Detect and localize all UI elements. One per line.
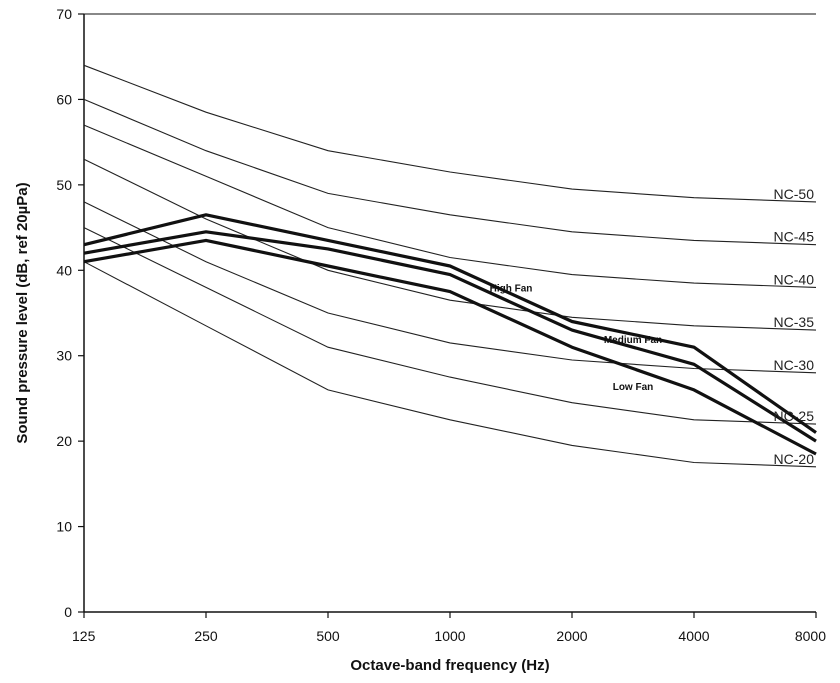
fan-label-medium-fan: Medium Fan xyxy=(604,335,662,346)
fan-label-high-fan: High Fan xyxy=(490,284,533,295)
nc-curve-label: NC-20 xyxy=(774,451,815,467)
x-tick-label: 1000 xyxy=(434,628,465,644)
y-tick-label: 50 xyxy=(56,177,72,193)
y-tick-label: 10 xyxy=(56,519,72,535)
x-tick-label: 125 xyxy=(72,628,96,644)
fan-series xyxy=(83,213,817,456)
x-axis-title: Octave-band frequency (Hz) xyxy=(350,657,549,674)
y-tick-label: 60 xyxy=(56,91,72,107)
y-tick-label: 0 xyxy=(64,604,72,620)
nc-curve-nc-35 xyxy=(83,158,817,331)
fan-line-low-fan xyxy=(83,238,817,456)
y-tick-label: 20 xyxy=(56,433,72,449)
x-tick-label: 8000 xyxy=(795,628,826,644)
y-axis-title: Sound pressure level (dB, ref 20µPa) xyxy=(14,182,31,443)
labels: NC-50 NC-45 NC-40 NC-35 NC-30 NC-25 NC-20 High … xyxy=(490,186,815,467)
fan-label-low-fan: Low Fan xyxy=(613,382,654,393)
fan-line-high-fan xyxy=(83,213,817,434)
nc-curve-label: NC-45 xyxy=(774,229,815,245)
y-tick-label: 40 xyxy=(56,262,72,278)
x-tick-label: 4000 xyxy=(678,628,709,644)
fan-line-medium-fan xyxy=(83,230,817,443)
nc-curve-label: NC-50 xyxy=(774,186,815,202)
nc-curve-label: NC-35 xyxy=(774,314,815,330)
nc-curve-nc-45 xyxy=(83,98,817,246)
x-tick-label: 2000 xyxy=(556,628,587,644)
nc-curve-nc-40 xyxy=(83,124,817,288)
nc-curve-nc-25 xyxy=(83,227,817,425)
y-ticks: 0 10 20 30 40 50 60 70 xyxy=(56,6,84,620)
y-tick-label: 70 xyxy=(56,6,72,22)
x-tick-label: 500 xyxy=(316,628,340,644)
x-tick-label: 250 xyxy=(194,628,218,644)
nc-curve-nc-30 xyxy=(83,201,817,374)
nc-curve-nc-20 xyxy=(83,261,817,468)
x-ticks: 125 250 500 1000 2000 4000 8000 xyxy=(72,612,826,644)
nc-curve-label: NC-25 xyxy=(774,408,815,424)
nc-curve-label: NC-30 xyxy=(774,357,815,373)
axes xyxy=(83,13,816,613)
nc-curves xyxy=(83,64,817,468)
nc-curve-label: NC-40 xyxy=(774,271,815,287)
nc-curve-nc-50 xyxy=(83,64,817,203)
y-tick-label: 30 xyxy=(56,348,72,364)
